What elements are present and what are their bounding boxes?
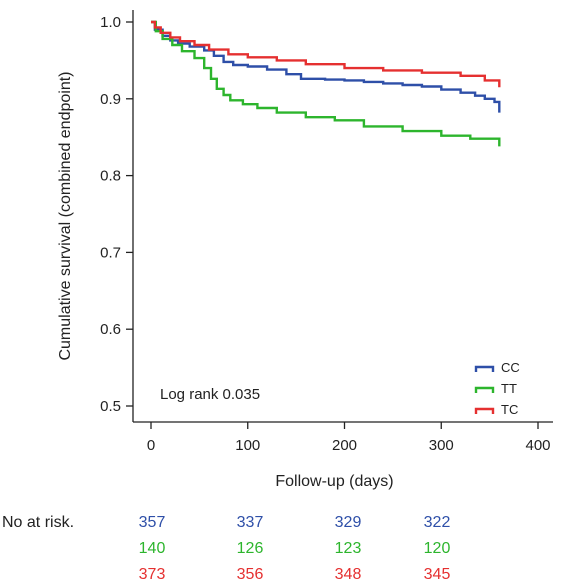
legend-label-tt: TT: [501, 381, 517, 396]
legend-swatch-tc: [474, 407, 495, 414]
risk-count-tc: 356: [237, 566, 264, 583]
risk-count-tt: 140: [139, 540, 166, 557]
risk-count-cc: 357: [139, 514, 166, 531]
y-tick-label: 0.9: [100, 91, 121, 108]
x-tick-label: 100: [235, 437, 260, 454]
risk-count-cc: 337: [237, 514, 264, 531]
x-tick-label: 300: [429, 437, 454, 454]
risk-table-label: No at risk.: [2, 514, 74, 531]
y-tick-label: 1.0: [100, 14, 121, 31]
series-line-cc: [151, 20, 501, 113]
legend: CC TT TC: [474, 360, 520, 417]
risk-count-tt: 126: [237, 540, 264, 557]
series-lines: [151, 20, 501, 147]
legend-swatch-tt: [474, 386, 495, 393]
y-tick-label: 0.8: [100, 168, 121, 185]
risk-table: No at risk. 357 337 329 322 140 126 123 120 373 3…: [2, 514, 450, 583]
log-rank-annotation: Log rank 0.035: [160, 386, 260, 403]
x-tick-label: 200: [332, 437, 357, 454]
legend-swatch-cc: [474, 365, 495, 372]
y-ticks: 0.5 0.6 0.7 0.8 0.9 1.0: [100, 14, 133, 415]
legend-label-tc: TC: [501, 402, 518, 417]
x-axis-title: Follow-up (days): [275, 473, 393, 490]
x-tick-label: 0: [147, 437, 155, 454]
series-line-tc: [151, 20, 501, 88]
legend-label-cc: CC: [501, 360, 520, 375]
risk-count-tc: 345: [424, 566, 451, 583]
risk-count-tt: 120: [424, 540, 451, 557]
x-ticks: 0 100 200 300 400: [147, 422, 551, 454]
series-line-tt: [151, 20, 501, 147]
y-tick-label: 0.6: [100, 321, 121, 338]
risk-count-cc: 322: [424, 514, 451, 531]
risk-count-tc: 348: [335, 566, 362, 583]
risk-count-tt: 123: [335, 540, 362, 557]
risk-count-cc: 329: [335, 514, 362, 531]
y-tick-label: 0.7: [100, 244, 121, 261]
x-tick-label: 400: [525, 437, 550, 454]
y-axis-title: Cumulative survival (combined endpoint): [57, 71, 74, 360]
y-tick-label: 0.5: [100, 398, 121, 415]
risk-count-tc: 373: [139, 566, 166, 583]
axes: 0.5 0.6 0.7 0.8 0.9 1.0 0 100 200 300 400: [100, 10, 553, 454]
